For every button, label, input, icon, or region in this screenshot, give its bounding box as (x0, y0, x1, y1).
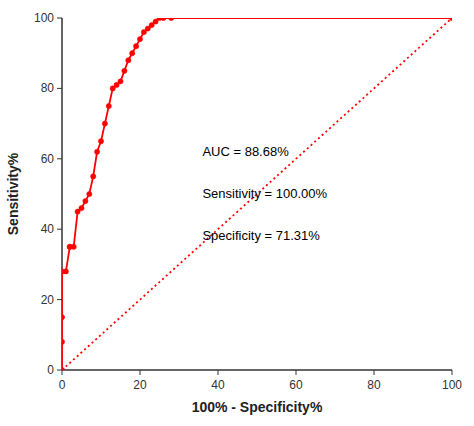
plot-area (62, 18, 452, 370)
x-tick-label: 0 (59, 378, 66, 392)
point (79, 205, 84, 210)
axes: 0 20 40 60 80 100 0 20 40 60 80 100 (34, 11, 462, 392)
x-tick-label: 20 (133, 378, 147, 392)
point (62, 367, 65, 370)
annotation: AUC = 88.68% (202, 144, 289, 159)
point (98, 139, 103, 144)
y-tick-label: 80 (41, 81, 55, 95)
point (161, 18, 166, 21)
point (62, 339, 65, 344)
point (106, 103, 111, 108)
x-tick-label: 40 (211, 378, 225, 392)
point (137, 37, 142, 42)
point (63, 269, 68, 274)
point (130, 51, 135, 56)
chart: 0 20 40 60 80 100 0 20 40 60 80 100 100% - Specifici… (0, 0, 474, 426)
roc-line (62, 18, 452, 370)
reference-line (62, 18, 452, 370)
point (118, 79, 123, 84)
point (122, 68, 127, 73)
point (83, 198, 88, 203)
annotations: AUC = 88.68% Sensitivity = 100.00% Specifi… (202, 144, 327, 243)
point (95, 149, 100, 154)
point (169, 18, 174, 21)
annotation: Sensitivity = 100.00% (202, 186, 327, 201)
point (134, 44, 139, 49)
x-axis-line (62, 369, 452, 371)
x-tick-label: 60 (289, 378, 303, 392)
point (62, 315, 65, 320)
point (71, 244, 76, 249)
x-tick-label: 100 (442, 378, 462, 392)
y-tick-label: 100 (34, 11, 54, 25)
y-tick-label: 60 (41, 152, 55, 166)
point (449, 18, 452, 21)
y-tick-label: 40 (41, 222, 55, 236)
point (126, 58, 131, 63)
y-axis-label: Sensitivity% (5, 152, 21, 235)
y-tick-label: 20 (41, 293, 55, 307)
y-tick-label: 0 (47, 363, 54, 377)
x-axis-label: 100% - Specificity% (192, 399, 323, 415)
point (102, 121, 107, 126)
point (87, 191, 92, 196)
x-tick-label: 80 (367, 378, 381, 392)
annotation: Specificity = 71.31% (202, 228, 320, 243)
point (91, 174, 96, 179)
